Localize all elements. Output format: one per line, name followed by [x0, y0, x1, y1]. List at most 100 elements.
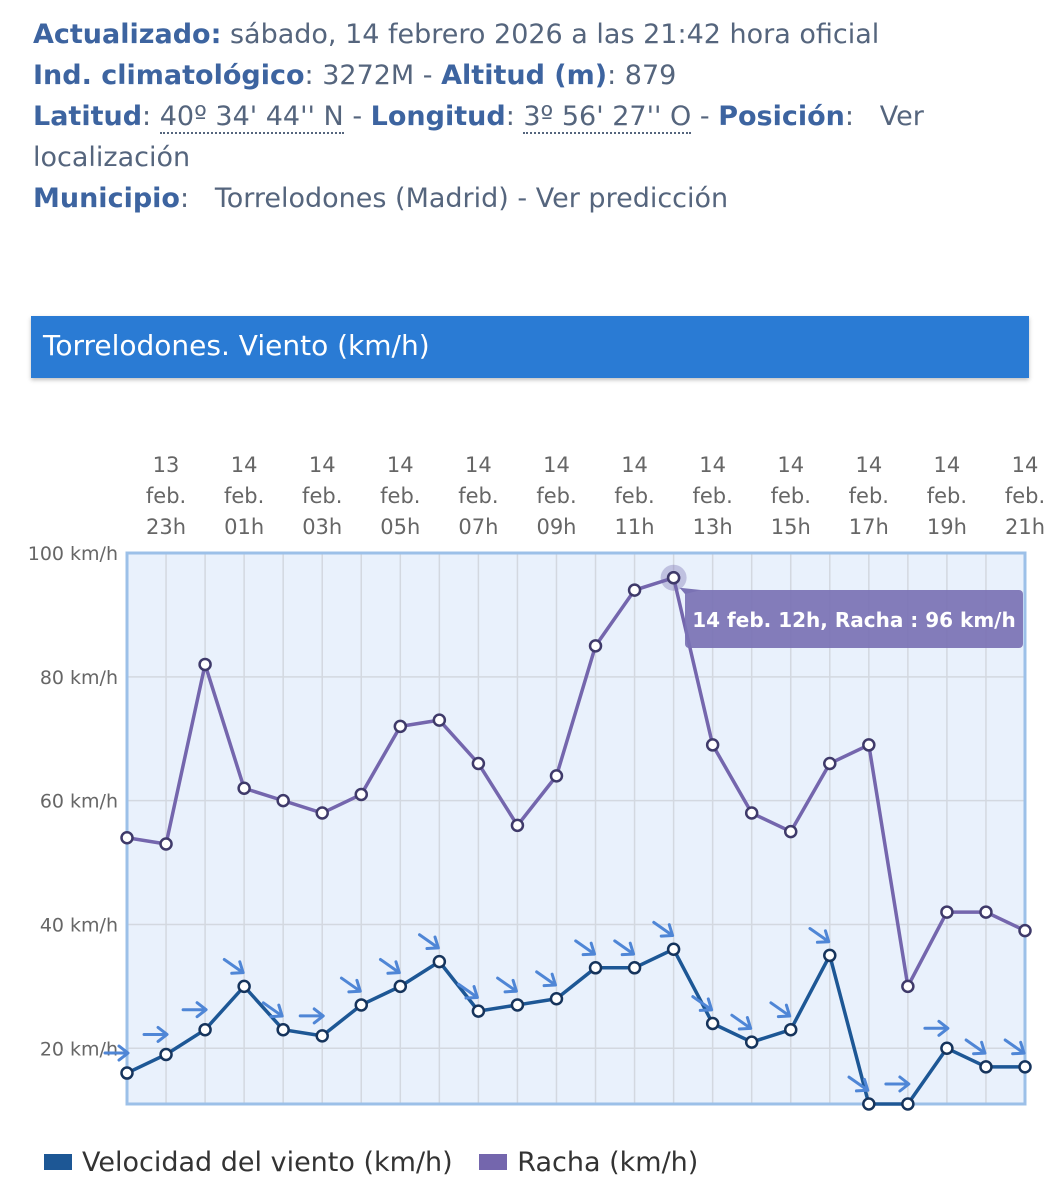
latitude-value: 40º 34' 44'' N	[159, 101, 344, 134]
speed-point	[862, 1097, 876, 1111]
legend-item-speed[interactable]: Velocidad del viento (km/h)	[44, 1147, 453, 1178]
coordinates-line: Latitud: 40º 34' 44'' N - Longitud: 3º 5…	[33, 101, 924, 173]
legend-swatch-gust	[479, 1154, 508, 1170]
speed-point	[940, 1041, 954, 1056]
gust-point	[354, 787, 369, 802]
gust-point	[783, 824, 798, 839]
arrow-head	[620, 941, 636, 957]
x-tick-label: feb.	[692, 484, 732, 508]
chart-title: Torrelodones. Viento (km/h)	[43, 329, 430, 362]
gust-point	[862, 738, 876, 752]
updated-line: Actualizado: sábado, 14 febrero 2026 a l…	[33, 14, 1033, 55]
municipality-line: Municipio: Torrelodones (Madrid) - Ver p…	[33, 183, 729, 214]
gust-point	[237, 781, 251, 796]
x-tick-label: 09h	[536, 515, 576, 539]
x-tick-label: feb.	[146, 484, 186, 508]
tooltip-pointer	[679, 587, 701, 594]
x-tick-label: feb.	[849, 484, 889, 508]
chart-legend: Velocidad del viento (km/h) Racha (km/h)	[44, 1146, 716, 1178]
y-tick-label: 60 km/h	[40, 791, 118, 813]
updated-value: sábado, 14 febrero 2026 a las 21:42 hora…	[229, 19, 880, 50]
x-tick-label: 23h	[146, 515, 186, 539]
wind-direction-arrow	[613, 939, 636, 957]
x-tick-label: 14	[465, 453, 492, 477]
arrow-head	[581, 941, 597, 957]
speed-point	[276, 1022, 290, 1037]
arrow-head	[737, 1016, 753, 1031]
climate-label: Ind. climatológico	[33, 60, 305, 91]
wind-direction-arrow	[652, 920, 675, 938]
arrow-shaft	[574, 939, 596, 956]
x-tick-label: 05h	[380, 515, 420, 539]
arrow-head	[776, 1003, 792, 1019]
gust-point	[315, 806, 329, 820]
arrow-shaft	[691, 995, 713, 1011]
speed-point	[1018, 1060, 1032, 1074]
wind-direction-arrow	[730, 1013, 753, 1031]
wind-direction-arrow	[222, 957, 245, 975]
arrow-head	[815, 929, 831, 944]
x-tick-label: feb.	[771, 484, 811, 508]
gust-line	[126, 576, 1026, 989]
x-tick-label: 11h	[615, 515, 655, 539]
arrow-shaft	[613, 939, 635, 956]
arrow-head	[854, 1077, 870, 1093]
speed-point	[159, 1047, 173, 1062]
x-tick-label: 14	[777, 453, 804, 477]
gust-point	[901, 979, 915, 994]
arrow-shaft	[1003, 1038, 1025, 1055]
speed-point	[510, 998, 525, 1012]
arrow-head	[230, 960, 245, 975]
wind-direction-arrow	[769, 1001, 792, 1019]
arrow-shaft	[496, 976, 518, 993]
gust-point	[979, 905, 993, 919]
arrow-shaft	[261, 1001, 283, 1017]
x-tick-label: 17h	[849, 515, 889, 539]
legend-item-gust[interactable]: Racha (km/h)	[479, 1147, 698, 1178]
x-tick-label: 15h	[771, 515, 811, 539]
x-tick-label: 21h	[1005, 515, 1045, 539]
wind-direction-arrow	[261, 1001, 284, 1019]
arrow-head	[425, 935, 440, 950]
x-tick-label: 14	[543, 453, 570, 477]
wind-direction-arrow	[496, 976, 518, 994]
arrow-shaft	[457, 982, 479, 999]
speed-point	[198, 1022, 212, 1037]
wind-direction-arrow	[884, 1075, 911, 1093]
arrow-head	[898, 1075, 911, 1093]
speed-point	[549, 992, 564, 1006]
arrow-shaft	[339, 976, 361, 993]
speed-point	[354, 998, 369, 1012]
speed-point	[432, 954, 447, 969]
wind-direction-arrow	[339, 976, 362, 994]
x-tick-label: feb.	[458, 484, 498, 508]
latitude-label: Latitud	[33, 101, 143, 132]
longitude-label: Longitud	[370, 101, 506, 132]
view-location-link[interactable]: Ver localización	[33, 101, 924, 173]
x-tick-label: 01h	[224, 515, 264, 539]
wind-direction-arrow	[142, 1025, 169, 1043]
chart-header: Torrelodones. Viento (km/h)	[31, 316, 1029, 378]
y-tick-label: 80 km/h	[40, 667, 118, 689]
speed-point	[901, 1097, 915, 1111]
x-tick-label: 14	[387, 453, 414, 477]
arrow-head	[1011, 1040, 1026, 1056]
x-tick-label: 03h	[302, 515, 342, 539]
view-forecast-link[interactable]: Ver predicción	[535, 183, 729, 214]
arrow-head	[195, 1001, 208, 1019]
y-tick-label: 100 km/h	[28, 543, 118, 565]
legend-label-gust: Racha (km/h)	[517, 1146, 699, 1178]
arrow-shaft	[808, 927, 830, 943]
wind-direction-arrow	[964, 1038, 987, 1056]
longitude-value: 3º 56' 27'' O	[523, 101, 692, 134]
altitude-label: Altitud (m)	[441, 60, 608, 91]
position-label: Posición	[718, 101, 845, 132]
wind-direction-arrow	[298, 1007, 325, 1025]
plot-border	[125, 551, 1027, 1106]
station-info: Actualizado: sábado, 14 febrero 2026 a l…	[33, 14, 1033, 219]
gust-point	[940, 905, 954, 919]
y-tick-label: 20 km/h	[40, 1038, 118, 1060]
legend-swatch-speed	[44, 1154, 72, 1170]
gust-point	[198, 657, 212, 672]
arrow-shaft	[964, 1038, 986, 1055]
